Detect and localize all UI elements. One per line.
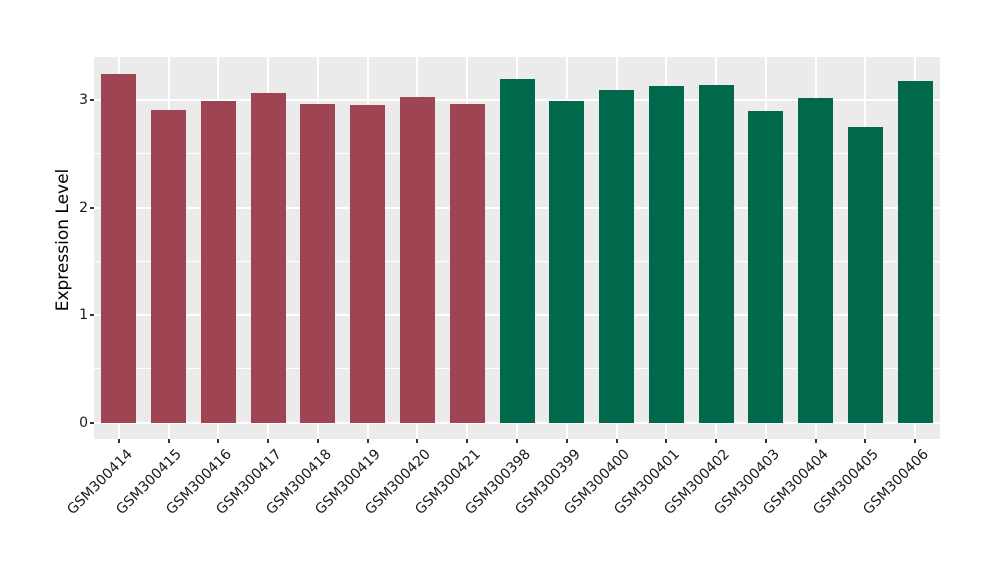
y-tick-mark <box>90 98 94 101</box>
plot-panel <box>94 57 940 439</box>
bar-GSM300398 <box>499 79 535 423</box>
x-tick-mark <box>316 439 319 443</box>
bar-GSM300419 <box>350 105 386 423</box>
major-gridline <box>94 421 940 424</box>
x-tick-mark <box>167 439 170 443</box>
bar-GSM300399 <box>549 100 585 423</box>
bar-GSM300404 <box>798 97 834 423</box>
y-axis-title: Expression Level <box>53 168 73 312</box>
x-tick-mark <box>665 439 668 443</box>
x-tick-mark <box>764 439 767 443</box>
bar-GSM300402 <box>698 84 734 423</box>
bar-GSM300406 <box>897 80 933 423</box>
x-tick-mark <box>814 439 817 443</box>
x-tick-mark <box>864 439 867 443</box>
y-tick-label: 3 <box>79 91 88 108</box>
x-tick-mark <box>366 439 369 443</box>
y-tick-mark <box>90 421 94 424</box>
x-tick-mark <box>117 439 120 443</box>
x-tick-mark <box>914 439 917 443</box>
bar-GSM300414 <box>101 74 137 423</box>
bar-GSM300420 <box>399 96 435 423</box>
bar-GSM300400 <box>599 90 635 423</box>
y-tick-mark <box>90 206 94 209</box>
bar-GSM300417 <box>250 93 286 423</box>
x-tick-mark <box>466 439 469 443</box>
x-tick-mark <box>217 439 220 443</box>
bar-GSM300416 <box>200 100 236 423</box>
bar-GSM300418 <box>300 104 336 423</box>
bar-GSM300403 <box>748 110 784 423</box>
x-tick-mark <box>416 439 419 443</box>
bar-GSM300405 <box>847 126 883 423</box>
y-tick-label: 1 <box>79 307 88 324</box>
x-tick-mark <box>267 439 270 443</box>
x-tick-mark <box>516 439 518 443</box>
x-tick-mark <box>565 439 568 443</box>
y-tick-label: 0 <box>79 414 88 431</box>
bar-GSM300421 <box>449 104 485 423</box>
bar-GSM300401 <box>648 85 684 423</box>
x-tick-mark <box>715 439 718 443</box>
bar-GSM300415 <box>151 109 187 423</box>
y-tick-label: 2 <box>79 199 88 216</box>
y-tick-mark <box>90 314 94 317</box>
x-tick-mark <box>615 439 618 443</box>
